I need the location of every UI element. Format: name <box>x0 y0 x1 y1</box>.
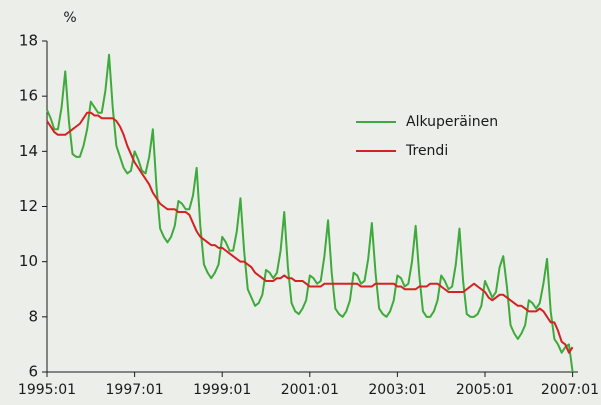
series-line <box>46 111 574 354</box>
y-tick-label: 16 <box>19 87 38 105</box>
x-tick-label: 1997:01 <box>106 382 164 398</box>
x-tick-label: 1995:01 <box>18 382 76 398</box>
x-tick-label: 2003:01 <box>368 382 426 398</box>
y-tick-label: 12 <box>19 197 38 215</box>
legend-label: Trendi <box>405 143 448 159</box>
y-tick-label: 10 <box>19 252 38 270</box>
x-tick-label: 1999:01 <box>193 382 251 398</box>
y-axis-label: % <box>63 10 76 26</box>
y-tick-label: 8 <box>28 307 38 325</box>
x-tick-label: 2001:01 <box>281 382 339 398</box>
x-tick-label: 2005:01 <box>456 382 514 398</box>
y-tick-label: 14 <box>19 142 38 160</box>
legend-label: Alkuperäinen <box>406 114 498 130</box>
x-tick-label: 2007:01 <box>541 382 599 398</box>
series-line <box>46 53 574 373</box>
y-tick-label: 18 <box>19 32 38 50</box>
y-tick-label: 6 <box>28 363 38 381</box>
